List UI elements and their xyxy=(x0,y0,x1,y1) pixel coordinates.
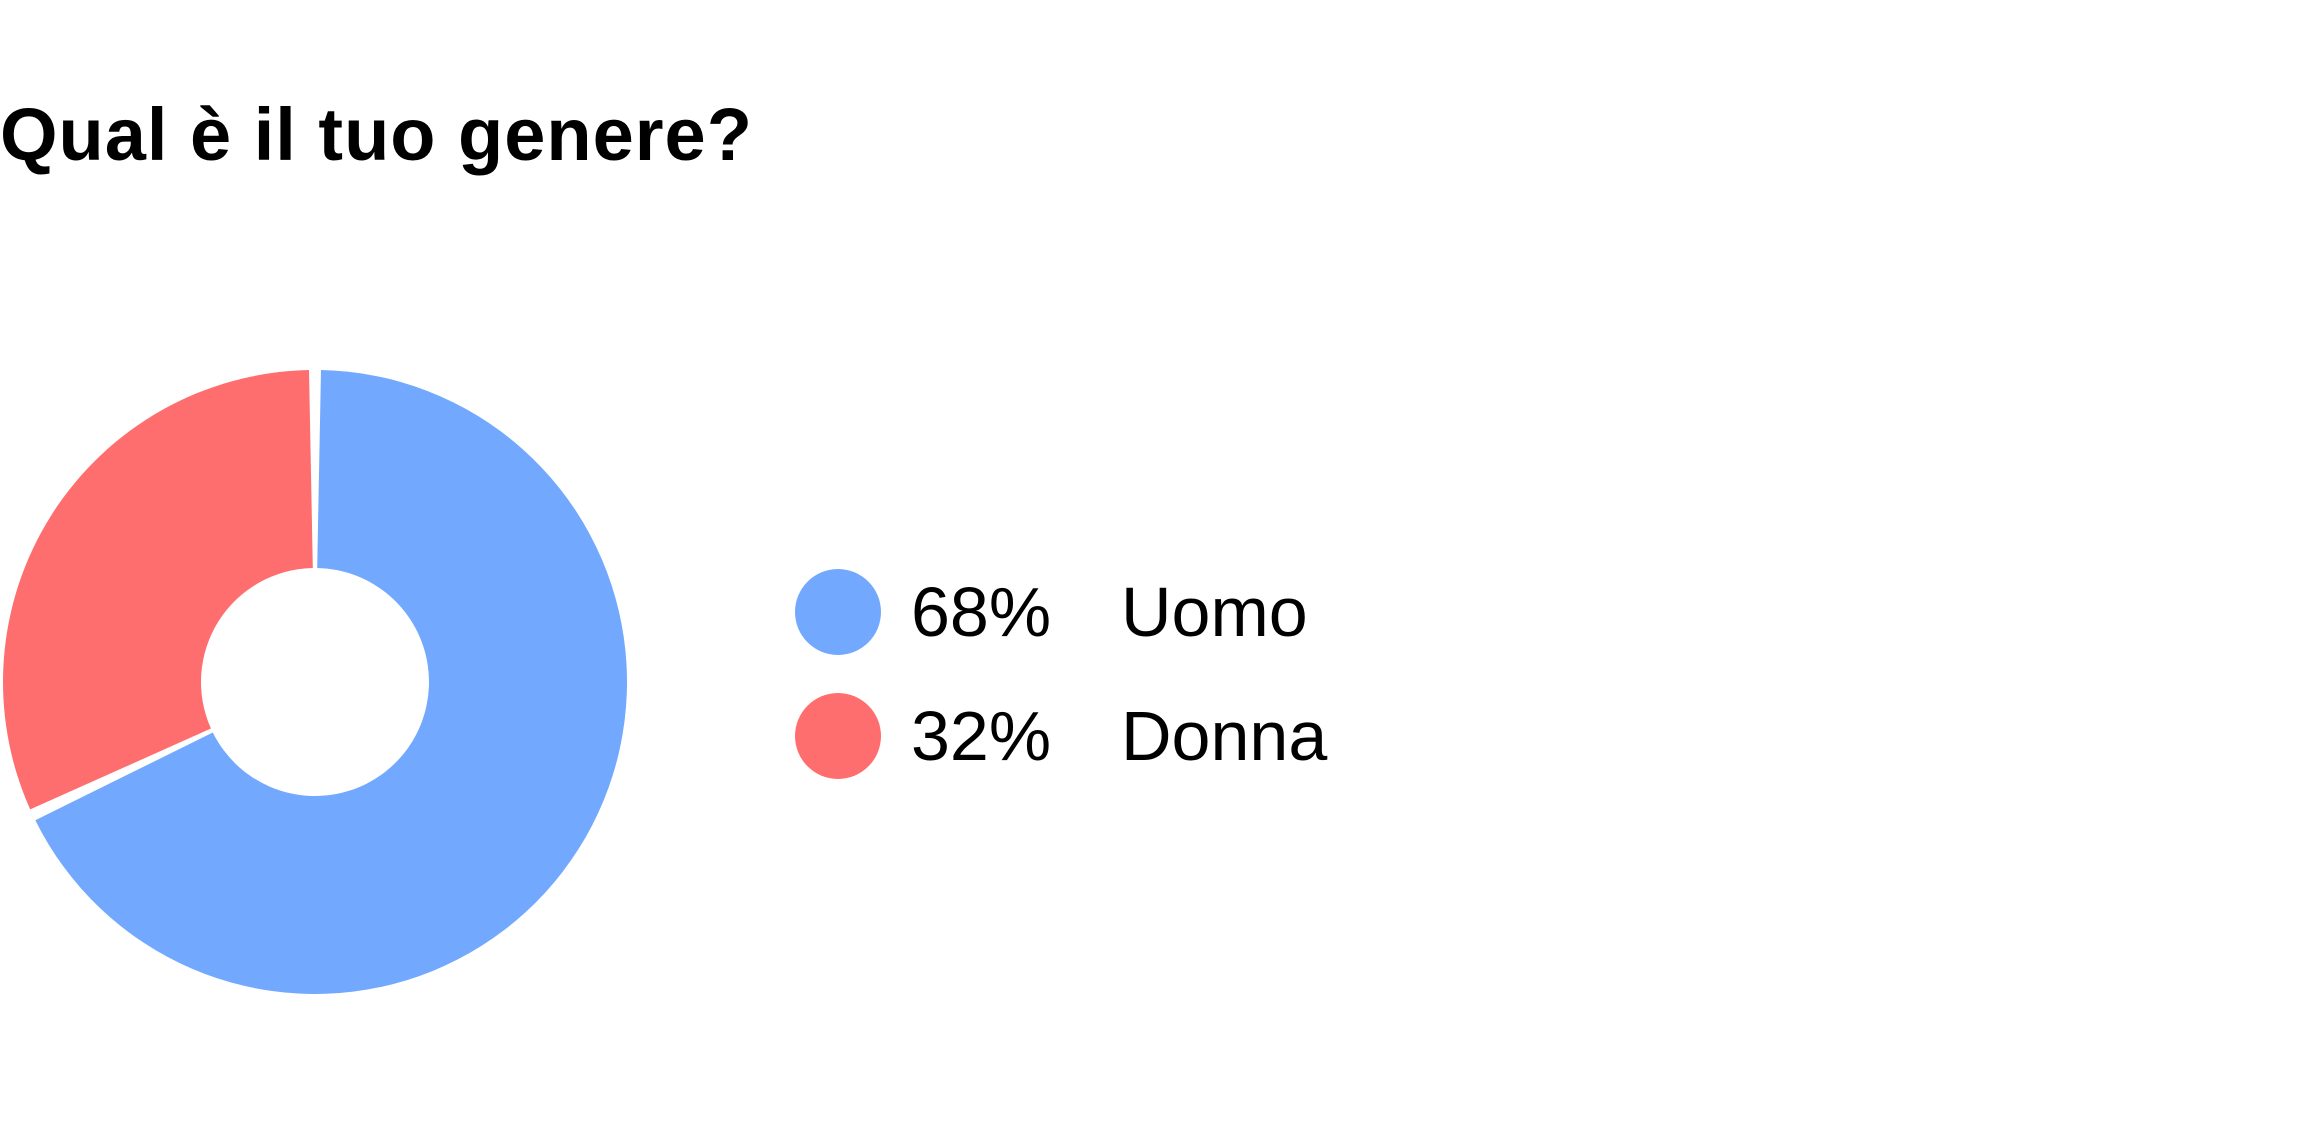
legend-label-donna: Donna xyxy=(1121,697,1328,775)
legend-swatch-donna xyxy=(795,693,881,779)
chart-title: Qual è il tuo genere? xyxy=(0,93,753,176)
legend-label-uomo: Uomo xyxy=(1121,573,1308,651)
pie-slice-uomo xyxy=(35,370,627,994)
legend-item-uomo: 68% Uomo xyxy=(795,550,1327,674)
pie-slice-donna xyxy=(2,370,313,810)
donut-chart xyxy=(2,370,627,994)
legend-item-donna: 32% Donna xyxy=(795,674,1327,798)
legend-swatch-uomo xyxy=(795,569,881,655)
legend-percent-uomo: 68% xyxy=(911,573,1052,651)
legend-percent-donna: 32% xyxy=(911,697,1052,775)
legend: 68% Uomo 32% Donna xyxy=(795,550,1327,798)
